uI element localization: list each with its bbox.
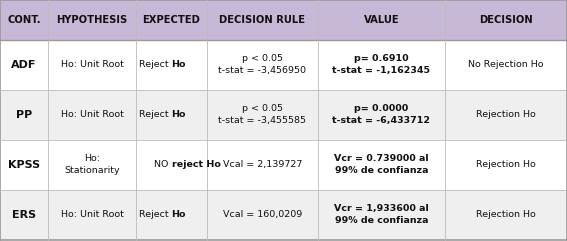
Text: Reject: Reject [139,210,171,219]
Text: Rejection Ho: Rejection Ho [476,210,536,219]
Text: DECISION: DECISION [479,15,533,25]
Bar [0,190,567,240]
Text: p < 0.05
t-stat = -3,456950: p < 0.05 t-stat = -3,456950 [218,54,306,75]
Bar [0,40,567,90]
Text: No Rejection Ho: No Rejection Ho [468,60,544,69]
Text: Ho: Ho [171,60,186,69]
Text: Ho: Ho [171,110,186,119]
Text: DECISION RULE: DECISION RULE [219,15,305,25]
Text: p= 0.6910
t-stat = -1,162345: p= 0.6910 t-stat = -1,162345 [332,54,430,75]
Text: NO: NO [154,160,171,169]
Text: Vcal = 160,0209: Vcal = 160,0209 [223,210,302,219]
Text: Ho: Unit Root: Ho: Unit Root [61,110,124,119]
Text: Ho: Unit Root: Ho: Unit Root [61,60,124,69]
Text: reject Ho: reject Ho [171,160,221,169]
Text: p < 0.05
t-stat = -3,455585: p < 0.05 t-stat = -3,455585 [218,104,306,125]
Text: EXPECTED: EXPECTED [142,15,201,25]
Text: ERS: ERS [12,210,36,220]
Text: Vcr = 1,933600 al
99% de confianza: Vcr = 1,933600 al 99% de confianza [334,204,429,225]
Text: HYPOTHESIS: HYPOTHESIS [57,15,128,25]
Text: p= 0.0000
t-stat = -6,433712: p= 0.0000 t-stat = -6,433712 [332,104,430,125]
Bar [0,0,567,40]
Text: Ho:
Stationarity: Ho: Stationarity [64,154,120,175]
Text: Vcr = 0.739000 al
99% de confianza: Vcr = 0.739000 al 99% de confianza [334,154,429,175]
Bar [0,140,567,190]
Text: KPSS: KPSS [8,160,40,170]
Text: Rejection Ho: Rejection Ho [476,160,536,169]
Text: PP: PP [16,110,32,120]
Text: Reject: Reject [139,110,171,119]
Text: Rejection Ho: Rejection Ho [476,110,536,119]
Text: Vcal = 2,139727: Vcal = 2,139727 [223,160,302,169]
Text: ADF: ADF [11,60,37,70]
Text: Ho: Ho [171,210,186,219]
Text: VALUE: VALUE [363,15,399,25]
Bar [0,90,567,140]
Text: Ho: Unit Root: Ho: Unit Root [61,210,124,219]
Text: CONT.: CONT. [7,15,41,25]
Text: Reject: Reject [139,60,171,69]
